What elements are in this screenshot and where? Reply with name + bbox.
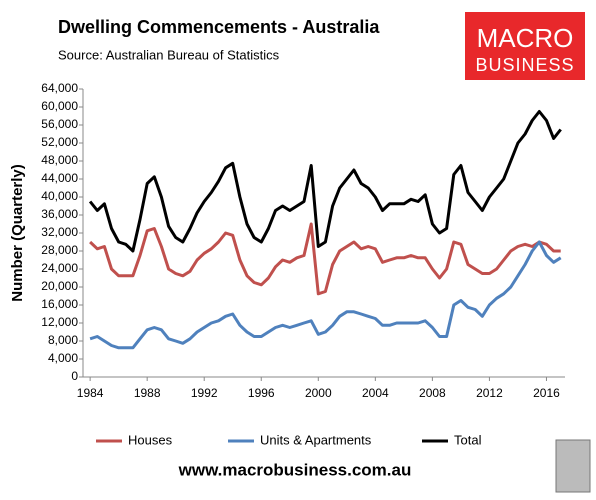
chart-subtitle: Source: Australian Bureau of Statistics (58, 47, 280, 62)
logo-box (465, 12, 585, 80)
x-tick-label: 1996 (248, 386, 275, 400)
y-tick-label: 4,000 (48, 351, 78, 365)
x-tick-label: 1992 (191, 386, 218, 400)
y-tick-label: 12,000 (41, 315, 78, 329)
x-tick-label: 2008 (419, 386, 446, 400)
y-tick-label: 48,000 (41, 153, 78, 167)
y-tick-label: 16,000 (41, 297, 78, 311)
y-tick-label: 20,000 (41, 279, 78, 293)
legend-label: Total (454, 432, 482, 447)
x-tick-label: 2016 (533, 386, 560, 400)
legend-label: Units & Apartments (260, 432, 372, 447)
chart-title: Dwelling Commencements - Australia (58, 17, 380, 37)
y-tick-label: 24,000 (41, 261, 78, 275)
y-tick-label: 8,000 (48, 333, 78, 347)
y-tick-label: 60,000 (41, 99, 78, 113)
logo-text: MACRO (477, 23, 574, 53)
x-tick-label: 1984 (77, 386, 104, 400)
legend-label: Houses (128, 432, 173, 447)
series-line (89, 222, 561, 296)
y-tick-label: 0 (71, 369, 78, 383)
x-tick-label: 1988 (134, 386, 161, 400)
y-tick-label: 56,000 (41, 117, 78, 131)
y-tick-label: 64,000 (41, 81, 78, 95)
y-tick-label: 44,000 (41, 171, 78, 185)
y-tick-label: 36,000 (41, 207, 78, 221)
y-tick-label: 52,000 (41, 135, 78, 149)
y-tick-label: 32,000 (41, 225, 78, 239)
x-tick-label: 2000 (305, 386, 332, 400)
footer: www.macrobusiness.com.au (178, 460, 412, 479)
y-tick-label: 28,000 (41, 243, 78, 257)
y-axis-label: Number (Quarterly) (9, 164, 26, 302)
series-line (89, 240, 562, 350)
x-tick-label: 2012 (476, 386, 503, 400)
x-tick-label: 2004 (362, 386, 389, 400)
y-tick-label: 40,000 (41, 189, 78, 203)
logo-text: BUSINESS (475, 55, 574, 75)
wolf-icon (555, 439, 591, 493)
series-line (88, 110, 562, 253)
